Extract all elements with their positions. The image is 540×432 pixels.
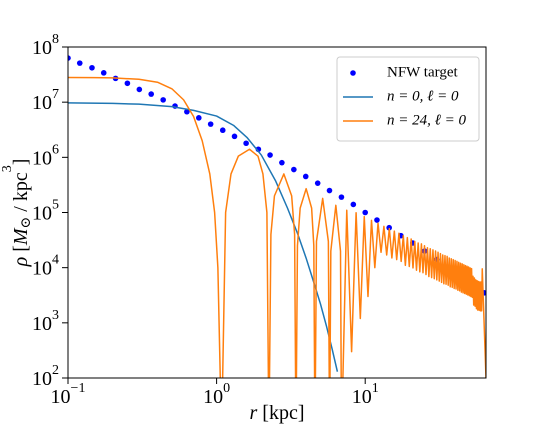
tick-exponent: 1 xyxy=(372,381,379,396)
tick-exponent: 2 xyxy=(52,363,59,378)
data-point xyxy=(326,187,333,194)
tick-label: 100 xyxy=(203,381,230,407)
legend-label: n = 24, ℓ = 0 xyxy=(387,112,466,128)
data-point xyxy=(338,194,345,200)
tick-exponent: 7 xyxy=(52,87,59,102)
y-axis-label: ρ [M⊙ / kpc3] xyxy=(0,159,34,268)
y-axis-label-part: / kpc xyxy=(10,172,32,217)
tick-base: 10 xyxy=(203,386,223,408)
tick-base: 10 xyxy=(352,386,372,408)
tick-label: 108 xyxy=(32,32,59,58)
tick-exponent: 4 xyxy=(52,253,59,268)
data-point xyxy=(243,140,249,147)
tick-label: 103 xyxy=(32,308,59,334)
data-point xyxy=(386,224,392,231)
data-point xyxy=(196,115,202,121)
data-point xyxy=(314,180,321,186)
data-point xyxy=(302,173,309,180)
tick-base: 10 xyxy=(32,257,52,279)
data-point xyxy=(148,91,155,97)
tick-base: 10 xyxy=(32,202,52,224)
y-axis-label-part: ρ xyxy=(10,257,32,268)
plot-area xyxy=(68,55,486,378)
tick-label: 10−1 xyxy=(51,381,86,407)
series-line xyxy=(68,76,486,378)
data-point xyxy=(279,159,285,166)
y-axis-label-part: 3 xyxy=(0,165,15,172)
data-point xyxy=(160,97,166,103)
tick-label: 105 xyxy=(32,198,59,224)
tick-label: 101 xyxy=(352,381,379,407)
tick-base: 10 xyxy=(32,312,52,334)
legend-label: NFW target xyxy=(387,64,459,80)
data-point xyxy=(374,217,380,223)
tick-exponent: 0 xyxy=(223,381,230,396)
data-point xyxy=(124,80,131,87)
y-axis-label-part: ] xyxy=(10,159,32,166)
x-axis-label-part: r xyxy=(250,402,258,424)
data-point xyxy=(76,60,83,66)
tick-base: 10 xyxy=(51,386,71,408)
data-point xyxy=(136,86,143,93)
y-axis-label-part: [ xyxy=(10,245,32,257)
tick-base: 10 xyxy=(32,368,52,390)
x-axis-label-part: [kpc] xyxy=(257,402,304,424)
tick-label: 104 xyxy=(32,253,59,279)
tick-base: 10 xyxy=(32,92,52,114)
legend-box xyxy=(336,56,480,142)
data-point xyxy=(89,64,95,71)
tick-label: 102 xyxy=(32,363,59,389)
tick-exponent: 3 xyxy=(52,308,59,323)
data-point xyxy=(184,108,190,115)
data-point xyxy=(207,121,214,127)
tick-base: 10 xyxy=(32,37,52,59)
tick-exponent: 5 xyxy=(52,198,59,213)
tick-label: 107 xyxy=(32,87,59,113)
data-point xyxy=(291,166,297,173)
data-point xyxy=(362,209,369,216)
tick-exponent: 8 xyxy=(52,32,59,47)
data-point xyxy=(100,70,107,76)
legend-marker xyxy=(350,70,356,76)
tick-label: 106 xyxy=(32,143,59,169)
data-point xyxy=(231,133,238,140)
tick-exponent: 6 xyxy=(52,143,59,158)
data-point xyxy=(219,127,226,134)
series-line xyxy=(68,102,339,372)
legend-label: n = 0, ℓ = 0 xyxy=(387,88,459,104)
data-point xyxy=(267,152,273,158)
data-point xyxy=(68,55,71,61)
data-point xyxy=(350,201,357,208)
y-axis-label-part: ⊙ xyxy=(19,217,34,229)
tick-base: 10 xyxy=(32,147,52,169)
y-axis-label-part: M xyxy=(10,227,32,246)
x-axis-label: r [kpc] xyxy=(250,402,305,424)
tick-exponent: −1 xyxy=(71,381,86,396)
